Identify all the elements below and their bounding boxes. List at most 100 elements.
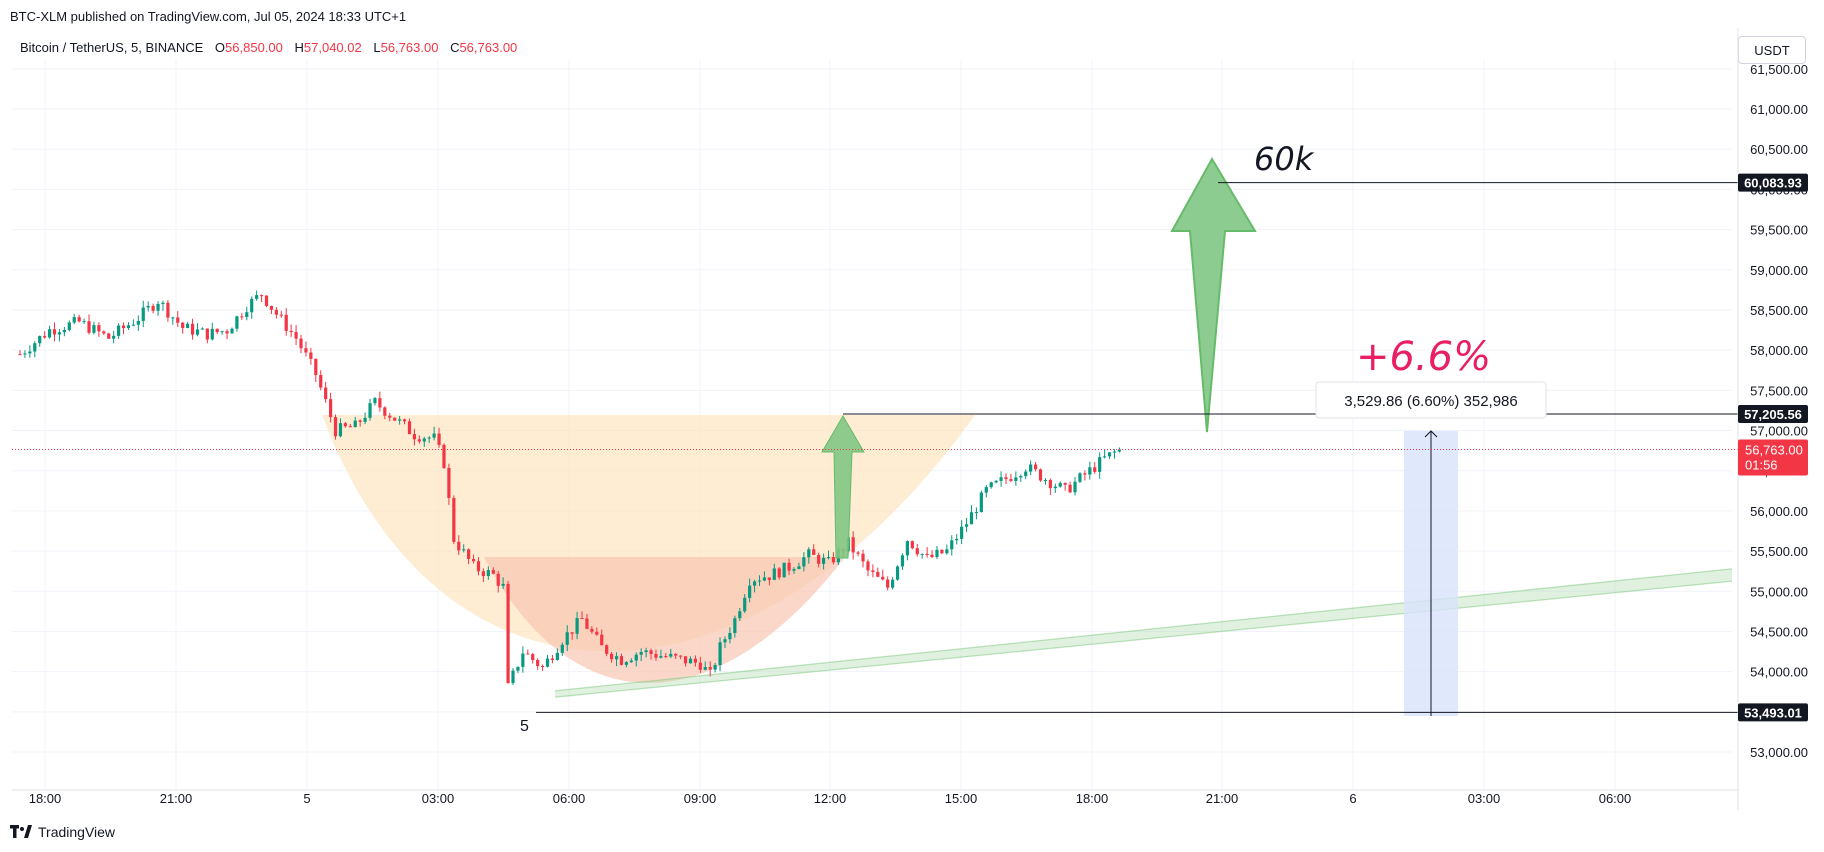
candle: [531, 652, 535, 664]
candle: [338, 418, 343, 438]
candle: [688, 656, 693, 664]
candle: [728, 627, 732, 644]
candle: [910, 540, 914, 550]
watermark-text: TradingView: [38, 824, 116, 840]
candle: [669, 648, 673, 659]
candle: [718, 637, 722, 672]
candle: [432, 426, 436, 441]
candle: [294, 325, 298, 346]
candle: [792, 567, 796, 575]
candle: [590, 626, 594, 634]
candle: [698, 656, 702, 673]
candle: [378, 391, 382, 412]
candle: [876, 567, 880, 578]
candle: [57, 329, 62, 342]
candle: [1103, 449, 1107, 459]
candle: [363, 412, 367, 425]
channel-line-lower: [554, 580, 1733, 698]
tradingview-watermark[interactable]: TradingView: [10, 824, 115, 840]
candle: [1029, 460, 1033, 476]
candle: [398, 416, 402, 425]
candle: [452, 495, 456, 545]
candle: [639, 648, 643, 662]
candle: [703, 661, 707, 671]
price-tick-label: 58,000.00: [1750, 343, 1808, 358]
price-tick-label: 61,000.00: [1750, 102, 1808, 117]
candle: [777, 567, 781, 580]
candle: [595, 627, 599, 636]
candle: [610, 651, 614, 663]
countdown-value: 01:56: [1745, 458, 1778, 473]
candle: [821, 553, 826, 570]
candle: [1058, 481, 1062, 488]
legend-l-label: L: [373, 40, 380, 55]
candle: [255, 290, 259, 301]
level-price-label: 60,083.93: [1744, 176, 1802, 191]
candle: [215, 328, 219, 335]
candle: [861, 549, 865, 568]
candle: [121, 322, 126, 335]
candle: [284, 308, 288, 336]
candle: [97, 322, 101, 337]
candle: [447, 463, 451, 505]
candle: [18, 350, 22, 356]
candle: [511, 668, 515, 685]
candle: [659, 649, 663, 659]
candle: [1024, 469, 1028, 480]
level-price-label: 53,493.01: [1744, 705, 1802, 720]
candle: [501, 577, 505, 590]
candle: [856, 550, 860, 557]
price-tick-label: 55,500.00: [1750, 544, 1808, 559]
candle: [427, 435, 431, 444]
candle: [802, 552, 806, 572]
time-tick-label: 06:00: [553, 791, 586, 806]
big-up-arrow: [1170, 156, 1257, 433]
candle: [1043, 478, 1048, 485]
candle: [373, 396, 377, 406]
candle: [614, 652, 619, 667]
candle: [328, 392, 333, 423]
candle: [353, 416, 357, 428]
candle: [969, 505, 974, 525]
candle: [314, 358, 318, 383]
candle: [565, 625, 569, 652]
candle: [102, 330, 106, 336]
candle: [930, 550, 934, 559]
candle: [388, 412, 392, 422]
candle: [1019, 474, 1023, 482]
candle: [649, 648, 653, 660]
candle: [156, 301, 160, 316]
candle: [950, 535, 954, 556]
candle: [67, 320, 71, 332]
candle: [817, 552, 821, 568]
candle: [664, 653, 668, 659]
candle: [462, 544, 466, 553]
candle: [989, 481, 993, 489]
candle: [195, 323, 200, 337]
candle: [235, 315, 239, 332]
candle: [259, 294, 264, 303]
candle: [886, 576, 890, 591]
candle: [1112, 449, 1117, 459]
candle: [161, 300, 165, 311]
candle: [994, 479, 998, 484]
candle: [708, 661, 712, 677]
candle: [1063, 482, 1067, 491]
candle: [343, 421, 347, 428]
price-tick-label: 58,500.00: [1750, 303, 1808, 318]
candle: [230, 327, 234, 334]
candle: [762, 571, 767, 582]
candle: [782, 562, 786, 578]
candle: [383, 406, 387, 420]
candle: [264, 295, 269, 308]
currency-button[interactable]: USDT: [1738, 36, 1806, 64]
candle: [23, 350, 27, 358]
time-tick-label: 15:00: [945, 791, 978, 806]
price-axis[interactable]: 61,500.0061,000.0060,500.0060,000.0059,5…: [1737, 28, 1808, 810]
candle: [1068, 481, 1072, 494]
candle: [738, 608, 742, 621]
candle: [905, 540, 909, 561]
level-price-tag: 57,205.56: [1738, 404, 1808, 423]
time-axis[interactable]: 18:00 21:00 5 03:00 06:00 09:00 12:00 15:00 18:0…: [12, 789, 1738, 806]
